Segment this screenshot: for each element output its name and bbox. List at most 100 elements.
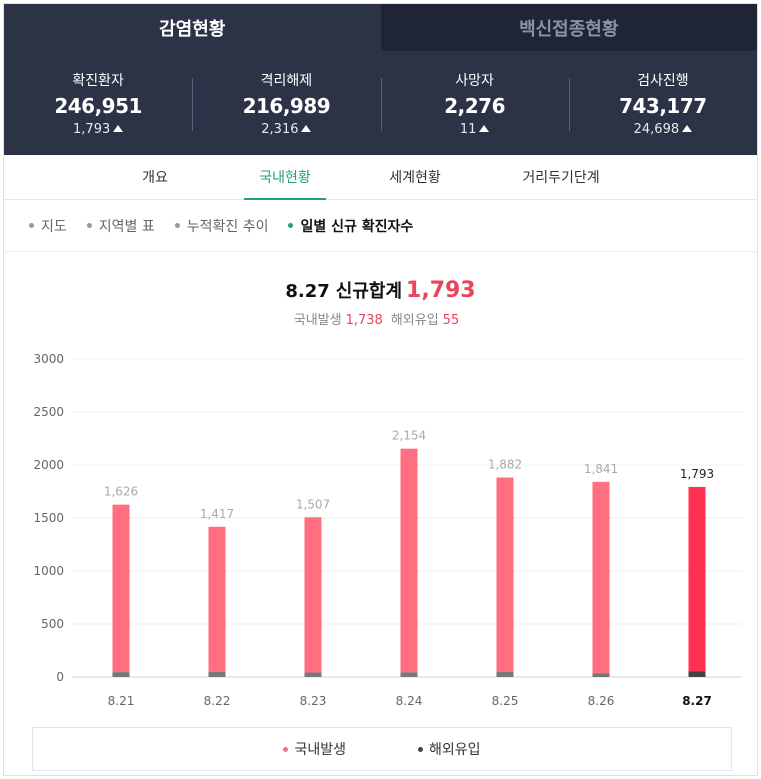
- data-label: 1,793: [680, 467, 714, 481]
- stat-change-value: 2,316: [261, 121, 299, 137]
- triangle-up-icon: [479, 124, 490, 132]
- y-tick-label: 2000: [33, 458, 64, 472]
- stat-change-value: 1,793: [73, 121, 111, 137]
- x-tick-label: 8.22: [204, 694, 231, 708]
- stat-value: 743,177: [619, 93, 707, 118]
- stat-deaths: 사망자 2,276 11: [380, 70, 569, 137]
- stat-released: 격리해제 216,989 2,316: [192, 70, 380, 137]
- domestic-label: 국내발생: [293, 313, 342, 328]
- bar-overseas: [208, 671, 226, 677]
- tab-overview[interactable]: 개요: [142, 170, 168, 186]
- stat-label: 격리해제: [260, 72, 313, 89]
- sub-tabs: 개요 국내현황 세계현황 거리두기단계: [4, 155, 757, 200]
- x-tick-label: 8.25: [492, 694, 519, 708]
- x-tick-label: 8.26: [588, 694, 615, 708]
- header-panel: 감염현황 백신접종현황 확진환자 246,951 1,793 격리해제 216,…: [4, 4, 757, 155]
- domestic-value: 1,738: [345, 313, 383, 328]
- y-tick-label: 500: [41, 617, 64, 631]
- data-label: 1,882: [488, 458, 522, 472]
- option-cumulative-trend[interactable]: 누적확진 추이: [174, 216, 269, 236]
- stat-label: 확진환자: [72, 72, 124, 89]
- y-tick-label: 1000: [33, 564, 64, 578]
- stat-value: 246,951: [54, 93, 142, 118]
- data-label: 1,507: [296, 497, 330, 511]
- data-label: 1,417: [200, 507, 234, 521]
- y-tick-label: 2500: [33, 405, 64, 419]
- option-label: 일별 신규 확진자수: [300, 218, 414, 235]
- stat-value: 2,276: [444, 93, 505, 118]
- tab-distancing-level[interactable]: 거리두기단계: [522, 170, 600, 186]
- view-options: 지도 지역별 표 누적확진 추이 일별 신규 확진자수: [4, 200, 757, 252]
- overseas-label: 해외유입: [390, 313, 439, 328]
- y-tick-label: 0: [56, 670, 64, 684]
- stat-label: 사망자: [455, 72, 494, 89]
- stat-value: 216,989: [242, 93, 331, 118]
- chart-legend: 국내발생 해외유입: [32, 727, 732, 771]
- option-label: 누적확진 추이: [186, 218, 269, 235]
- chart-summary: 8.27 신규합계 1,793 국내발생 1,738 해외유입 55: [4, 277, 757, 328]
- option-daily-new[interactable]: 일별 신규 확진자수: [288, 216, 413, 236]
- stat-change: 24,698: [569, 122, 757, 137]
- bar-domestic: [112, 504, 130, 673]
- x-tick-label: 8.21: [108, 694, 135, 708]
- bar-domestic: [592, 481, 610, 674]
- bar-domestic: [304, 517, 322, 673]
- stat-testing: 검사진행 743,177 24,698: [568, 70, 757, 137]
- legend-dot-icon: [283, 746, 289, 752]
- bullet-icon: [288, 223, 294, 228]
- y-tick-label: 3000: [33, 352, 64, 366]
- data-label: 2,154: [392, 429, 426, 443]
- bar-overseas: [688, 671, 706, 677]
- stat-label: 검사진행: [637, 72, 689, 89]
- bar-overseas: [112, 672, 130, 677]
- bullet-icon: [86, 223, 92, 228]
- stats-row: 확진환자 246,951 1,793 격리해제 216,989 2,316 사망…: [4, 51, 757, 155]
- stat-change-value: 24,698: [633, 121, 680, 137]
- tab-domestic[interactable]: 국내현황: [226, 155, 344, 200]
- summary-date: 8.27: [285, 281, 330, 302]
- bar-overseas: [304, 672, 322, 677]
- data-label: 1,841: [584, 462, 618, 476]
- y-tick-label: 1500: [33, 511, 64, 525]
- summary-total: 1,793: [406, 278, 476, 303]
- daily-cases-chart: 0 500 1000 1500 2000 2500 3000 1,626 8.21 1,417 8.…: [33, 352, 742, 708]
- option-map[interactable]: 지도: [29, 216, 67, 236]
- bar-domestic: [688, 486, 706, 672]
- top-tabs: 감염현황 백신접종현황: [4, 4, 757, 51]
- bar-domestic: [208, 526, 226, 672]
- stat-change: 1,793: [4, 122, 192, 137]
- bullet-icon: [174, 223, 180, 228]
- triangle-up-icon: [113, 124, 124, 132]
- bar-domestic: [400, 448, 418, 673]
- overseas-value: 55: [442, 313, 460, 328]
- stat-change: 11: [381, 122, 569, 137]
- triangle-up-icon: [682, 124, 693, 132]
- option-label: 지역별 표: [98, 218, 155, 235]
- legend-dot-icon: [418, 746, 423, 752]
- option-label: 지도: [41, 218, 67, 235]
- bullet-icon: [29, 223, 34, 228]
- x-tick-label: 8.23: [300, 694, 327, 708]
- legend-domestic[interactable]: 국내발생: [283, 739, 346, 759]
- bar-overseas: [496, 671, 514, 677]
- stat-change-value: 11: [459, 121, 477, 137]
- stat-confirmed: 확진환자 246,951 1,793: [4, 70, 192, 137]
- covid-dashboard: 감염현황 백신접종현황 확진환자 246,951 1,793 격리해제 216,…: [3, 3, 758, 776]
- tab-infection-status[interactable]: 감염현황: [4, 4, 381, 51]
- summary-title: 신규합계: [335, 281, 403, 302]
- bar-domestic: [496, 477, 514, 672]
- summary-headline: 8.27 신규합계 1,793: [4, 277, 757, 303]
- legend-label: 국내발생: [294, 742, 346, 758]
- x-tick-label: 8.24: [396, 694, 423, 708]
- option-region-table[interactable]: 지역별 표: [86, 216, 155, 236]
- legend-overseas[interactable]: 해외유입: [418, 739, 481, 759]
- stat-change: 2,316: [192, 122, 380, 137]
- summary-breakdown: 국내발생 1,738 해외유입 55: [4, 309, 757, 328]
- data-label: 1,626: [104, 485, 138, 499]
- tab-vaccination-status[interactable]: 백신접종현황: [380, 4, 757, 51]
- legend-label: 해외유입: [429, 742, 481, 758]
- x-tick-label: 8.27: [682, 694, 712, 708]
- bar-overseas: [592, 673, 610, 677]
- triangle-up-icon: [301, 124, 312, 132]
- tab-world[interactable]: 세계현황: [389, 170, 441, 186]
